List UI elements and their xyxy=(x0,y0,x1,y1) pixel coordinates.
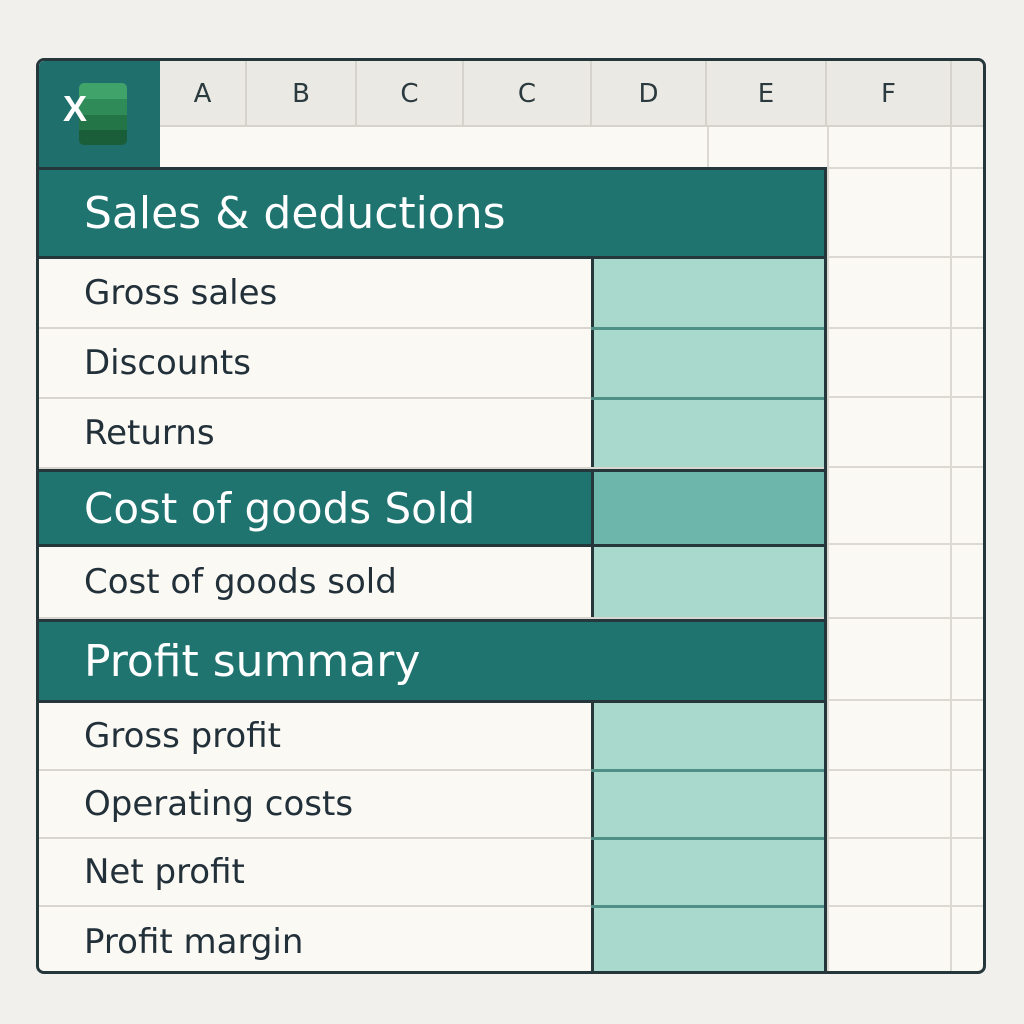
excel-logo-cell: X xyxy=(39,61,160,167)
section-title: Sales & deductions xyxy=(84,187,506,239)
row-label: Net profit xyxy=(84,852,245,892)
row-cost-of-goods-sold[interactable]: Cost of goods sold xyxy=(39,547,827,619)
value-separator xyxy=(591,397,827,400)
column-header-f[interactable]: F xyxy=(827,61,952,127)
column-header-bar: A B C C D E F xyxy=(39,61,983,127)
row-label: Operating costs xyxy=(84,784,354,824)
section-header-sales[interactable]: Sales & deductions xyxy=(39,167,827,259)
column-header-c-2[interactable]: C xyxy=(464,61,592,127)
row-label: Profit margin xyxy=(84,922,304,962)
value-separator xyxy=(591,905,827,908)
grid-line xyxy=(827,905,983,907)
grid-line xyxy=(827,396,983,398)
grid-line xyxy=(827,837,983,839)
column-header-a[interactable]: A xyxy=(160,61,247,127)
grid-line xyxy=(707,127,709,167)
column-header-e[interactable]: E xyxy=(707,61,827,127)
value-cell-gross-profit[interactable] xyxy=(591,703,827,769)
section-title: Profit summary xyxy=(84,635,421,687)
grid-line xyxy=(950,127,952,971)
value-separator xyxy=(591,327,827,330)
row-gross-profit[interactable]: Gross profit xyxy=(39,703,827,771)
excel-icon xyxy=(79,83,127,145)
row-discounts[interactable]: Discounts xyxy=(39,329,827,399)
value-cell-discounts[interactable] xyxy=(591,329,827,397)
row-net-profit[interactable]: Net profit xyxy=(39,839,827,907)
row-profit-margin[interactable]: Profit margin xyxy=(39,907,827,971)
grid-line xyxy=(827,127,829,971)
grid-line xyxy=(827,617,983,619)
column-header-b[interactable]: B xyxy=(247,61,357,127)
grid-line xyxy=(827,256,983,258)
value-cell-operating-costs[interactable] xyxy=(591,771,827,837)
row-label: Cost of goods sold xyxy=(84,562,397,602)
grid-line xyxy=(827,466,983,468)
row-label: Gross sales xyxy=(84,273,278,313)
value-cell-cost-of-goods-sold[interactable] xyxy=(591,547,827,617)
excel-logo-letter: X xyxy=(63,88,88,129)
section-header-cogs[interactable]: Cost of goods Sold xyxy=(39,469,827,547)
value-separator xyxy=(591,769,827,772)
column-header-c[interactable]: C xyxy=(357,61,464,127)
row-gross-sales[interactable]: Gross sales xyxy=(39,259,827,329)
grid-line xyxy=(827,699,983,701)
row-label: Gross profit xyxy=(84,716,281,756)
column-header-blank[interactable] xyxy=(952,61,983,127)
value-separator xyxy=(591,837,827,840)
row-operating-costs[interactable]: Operating costs xyxy=(39,771,827,839)
section-header-profit[interactable]: Profit summary xyxy=(39,619,827,703)
grid-line xyxy=(827,543,983,545)
spreadsheet: A B C C D E F X Sales & deductions Gross… xyxy=(36,58,986,974)
value-cell-returns[interactable] xyxy=(591,399,827,467)
value-cell-cogs-header[interactable] xyxy=(591,472,827,544)
row-returns[interactable]: Returns xyxy=(39,399,827,469)
value-cell-gross-sales[interactable] xyxy=(591,259,827,327)
row-label: Discounts xyxy=(84,343,251,383)
section-title: Cost of goods Sold xyxy=(84,483,476,533)
row-label: Returns xyxy=(84,413,215,453)
column-header-d[interactable]: D xyxy=(592,61,707,127)
value-cell-net-profit[interactable] xyxy=(591,839,827,905)
grid-line xyxy=(827,769,983,771)
table-right-border xyxy=(824,167,827,971)
grid-line xyxy=(827,327,983,329)
value-cell-profit-margin[interactable] xyxy=(591,907,827,971)
